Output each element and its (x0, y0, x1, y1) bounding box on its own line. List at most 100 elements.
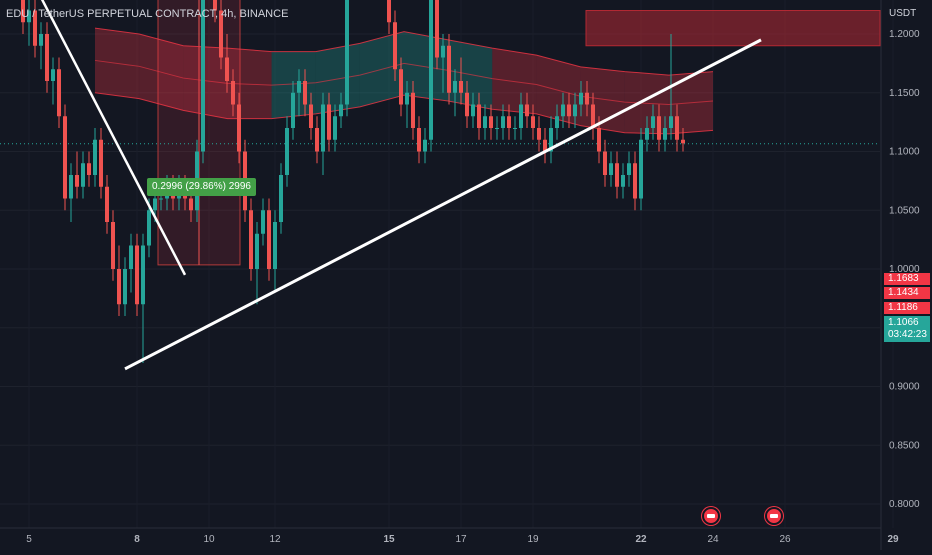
last-price-tag: 1.1066 03:42:23 (884, 316, 930, 342)
candle-body (111, 222, 115, 269)
resistance-zone (585, 10, 881, 47)
candle-body (21, 0, 25, 23)
candle-body (321, 104, 325, 152)
y-tick-label: 0.8000 (889, 499, 920, 510)
last-price-value: 1.1066 (888, 317, 919, 328)
candle-body (591, 104, 595, 128)
candle-body (657, 116, 661, 140)
x-tick-label: 24 (707, 534, 719, 545)
candle-body (501, 116, 505, 128)
candle-body (513, 128, 517, 129)
candle-body (429, 0, 433, 140)
time-axis[interactable]: 5 8 10 12 15 17 19 22 24 26 29 (0, 527, 899, 545)
y-tick-label: 0.8500 (889, 440, 920, 451)
candle-body (153, 198, 157, 211)
y-tick-label: 1.1500 (889, 88, 920, 99)
candle-body (441, 45, 445, 58)
candle-body (453, 81, 457, 93)
candle-body (123, 269, 127, 305)
trendlines[interactable] (0, 0, 762, 371)
candle-body (561, 104, 565, 117)
candle-body (75, 175, 79, 187)
candle-body (219, 10, 223, 58)
price-tag-upper: 1.1683 (884, 273, 930, 285)
x-tick-label: 17 (455, 534, 467, 545)
flag-icon[interactable] (765, 507, 783, 525)
candle-body (669, 116, 673, 128)
candle-body (51, 69, 55, 81)
candle-body (87, 163, 91, 175)
candle-body (279, 175, 283, 222)
candle-body (603, 151, 607, 175)
candle-body (387, 0, 391, 23)
x-tick-label: 19 (527, 534, 539, 545)
y-tick-label: 1.2000 (889, 29, 920, 40)
candle-body (609, 163, 613, 175)
candle-body (141, 245, 145, 305)
candle-body (231, 81, 235, 105)
candle-body (45, 34, 49, 81)
price-tag-mid: 1.1434 (884, 287, 930, 299)
candle-body (105, 186, 109, 222)
zones (0, 0, 881, 266)
candle-body (69, 175, 73, 199)
candle-body (621, 175, 625, 187)
candle-body (465, 92, 469, 117)
countdown-timer: 03:42:23 (888, 329, 927, 340)
chart-title: EDU / TetherUS PERPETUAL CONTRACT, 4h, B… (6, 8, 289, 20)
candle-body (579, 92, 583, 105)
candle-body (63, 116, 67, 199)
candle-body (447, 45, 451, 93)
downtrend-line (40, 0, 187, 276)
candle-body (423, 139, 427, 152)
candle-body (525, 104, 529, 117)
x-tick-label: 8 (134, 534, 140, 545)
candle-body (309, 104, 313, 128)
candle-body (327, 104, 331, 140)
candle-body (471, 104, 475, 117)
y-tick-label: 1.0000 (889, 264, 920, 275)
candle-body (237, 104, 241, 152)
candle-body (495, 128, 499, 129)
candle-body (483, 116, 487, 128)
candle-body (255, 233, 259, 269)
candle-body (681, 139, 685, 144)
candle-body (189, 198, 193, 211)
candle-body (117, 269, 121, 305)
x-tick-label: 12 (269, 534, 281, 545)
candle-body (57, 69, 61, 117)
candle-body (411, 92, 415, 128)
candle-body (273, 222, 277, 269)
candle-body (573, 104, 577, 117)
candle-body (675, 116, 679, 140)
candle-body (303, 81, 307, 105)
candle-body (549, 128, 553, 152)
candle-body (627, 163, 631, 175)
candle-body (567, 104, 571, 117)
candle-body (93, 139, 97, 175)
candle-body (651, 116, 655, 128)
candle-body (459, 81, 463, 93)
candle-body (339, 104, 343, 117)
candle-body (261, 210, 265, 234)
flag-icon[interactable] (702, 507, 720, 525)
band-lower-line (94, 92, 714, 135)
candle-body (477, 104, 481, 128)
y-tick-label: 0.9000 (889, 382, 920, 393)
candle-body (315, 128, 319, 152)
uptrend-line (124, 38, 762, 371)
x-tick-label: 22 (635, 534, 647, 545)
candle-body (39, 34, 43, 46)
candle-body (417, 128, 421, 152)
band-upper-line (94, 27, 714, 76)
x-tick-label: 10 (203, 534, 215, 545)
y-tick-label: 1.0500 (889, 205, 920, 216)
candle-body (27, 10, 31, 23)
candle-body (297, 81, 301, 93)
band-segment (404, 31, 449, 101)
candle-body (201, 0, 205, 152)
candle-body (225, 57, 229, 81)
candle-body (585, 92, 589, 105)
